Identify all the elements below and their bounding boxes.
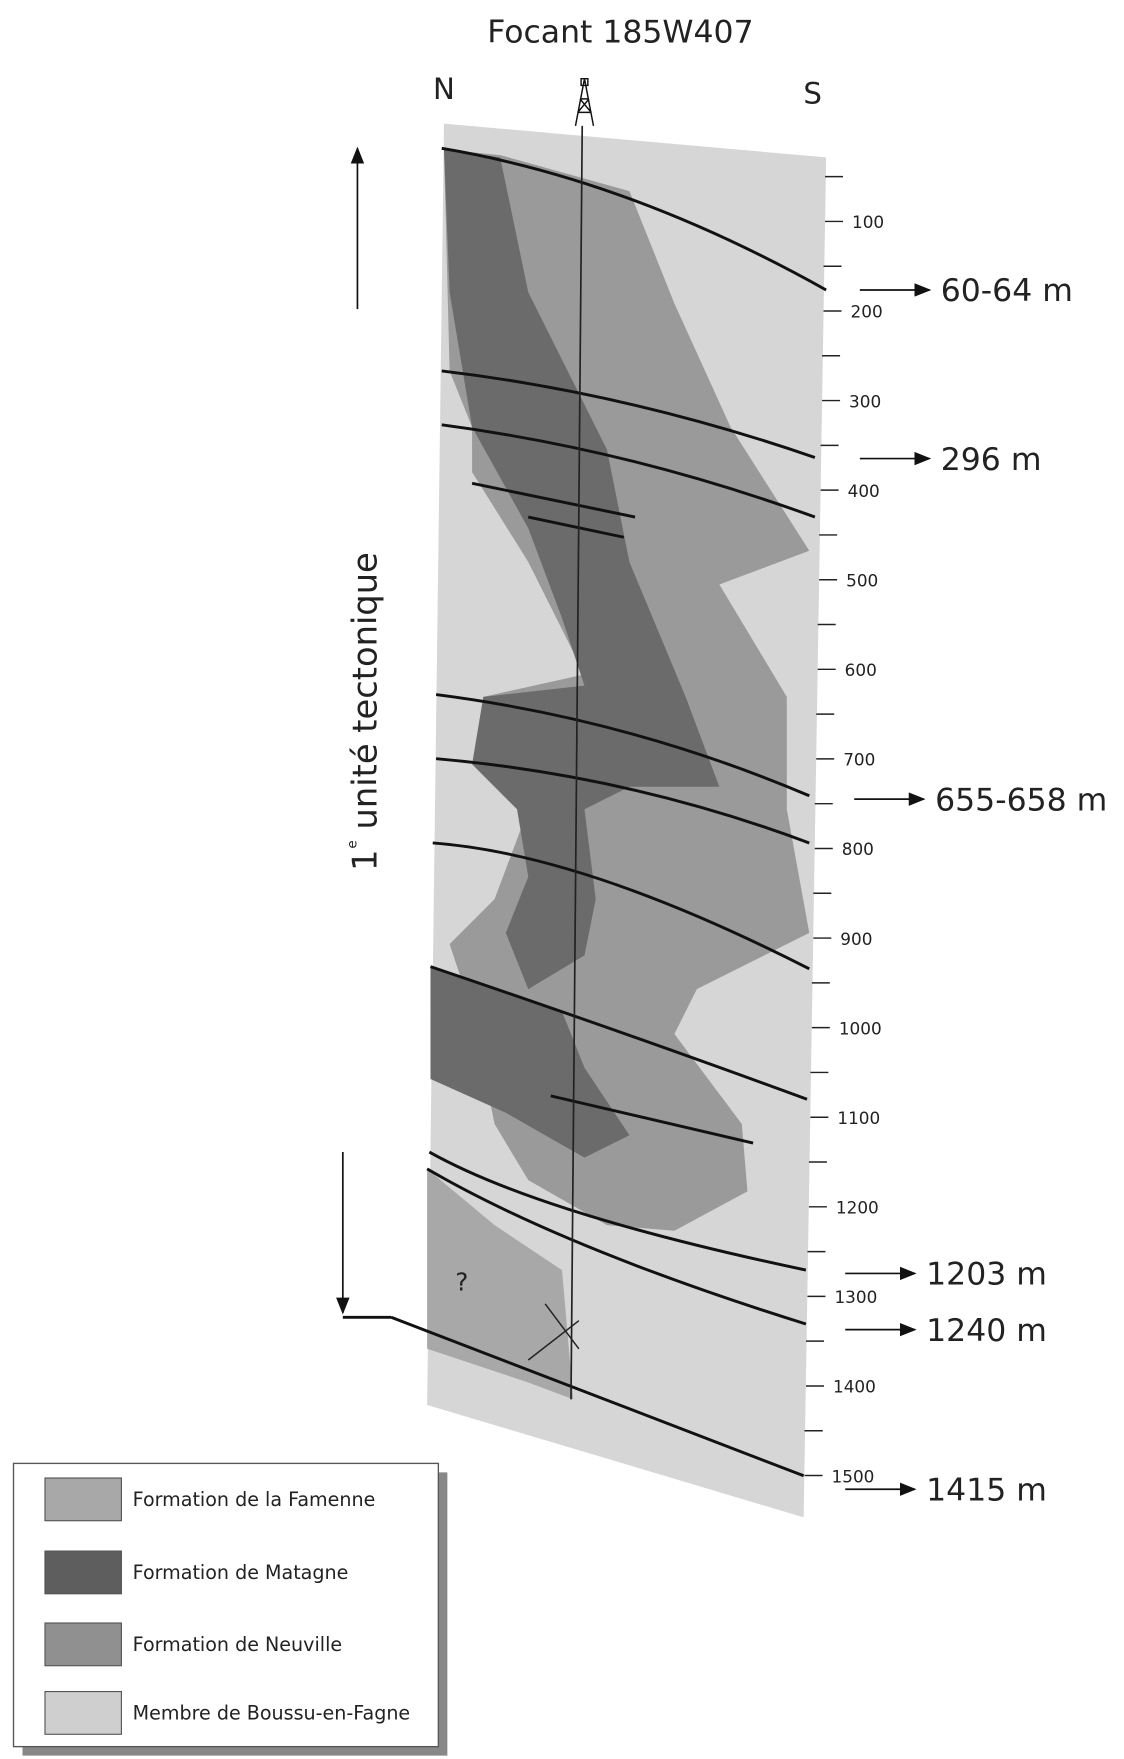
- fault: [342, 1315, 805, 1478]
- depth-label: 200: [851, 302, 883, 322]
- depth-label: 1000: [839, 1018, 882, 1038]
- fault: [430, 965, 808, 1101]
- legend-label: Formation de la Famenne: [133, 1488, 376, 1511]
- legend-label: Formation de Neuville: [133, 1633, 342, 1656]
- depth-label: 400: [848, 481, 880, 501]
- marker-label: 655-658 m: [935, 782, 1107, 818]
- fault: [441, 423, 816, 519]
- depth-label: 800: [842, 839, 874, 859]
- depth-label: 1300: [834, 1287, 877, 1307]
- depth-label: 1100: [837, 1108, 880, 1128]
- tectonic-unit: 1 e unité tectonique: [344, 552, 384, 871]
- depth-label: 500: [846, 570, 878, 590]
- fault: [441, 146, 827, 292]
- marker-label: 1415 m: [926, 1472, 1047, 1508]
- fault: [550, 1094, 754, 1145]
- fault: [435, 693, 810, 798]
- legend-swatch: [44, 1550, 122, 1595]
- fault: [471, 481, 636, 539]
- north-label: N: [433, 72, 455, 106]
- south-label: S: [803, 76, 822, 110]
- fault: [426, 1167, 807, 1326]
- fault: [527, 1303, 580, 1361]
- matagne-zone: [443, 149, 720, 990]
- depth-label: 700: [843, 750, 875, 770]
- unknown-mark: ?: [455, 1267, 468, 1296]
- derrick: [574, 77, 595, 127]
- depth-label: 1400: [833, 1377, 876, 1397]
- marker-label: 296 m: [941, 442, 1042, 478]
- fault: [432, 841, 810, 971]
- marker-label: 60-64 m: [941, 273, 1073, 309]
- famenne-zone: [427, 1168, 574, 1400]
- well: [570, 125, 584, 1400]
- depth-label: 100: [852, 212, 884, 232]
- depth-label: 1500: [832, 1466, 875, 1486]
- fault: [441, 369, 816, 459]
- unit-superscript: e: [344, 840, 360, 848]
- depth-label: 600: [845, 660, 877, 680]
- legend-label: Membre de Boussu-en-Fagne: [133, 1702, 411, 1725]
- fault: [435, 757, 810, 845]
- legend-swatch: [44, 1477, 122, 1522]
- legend-swatch: [44, 1691, 122, 1735]
- marker-label: 1203 m: [926, 1257, 1047, 1293]
- unit-number: 1: [346, 850, 385, 871]
- legend-swatch: [44, 1622, 122, 1667]
- fault: [428, 1150, 807, 1272]
- title: Focant 185W407: [487, 15, 753, 51]
- depth-scale: 100 200 300 400 500 600 700 800 900 1000 1100 1200 1…: [804, 175, 884, 1486]
- marker-label: 1240 m: [926, 1313, 1047, 1349]
- unit-label: unité tectonique: [346, 552, 385, 829]
- depth-label: 1200: [836, 1198, 879, 1218]
- markers: 60-64 m 296 m 655-658 m 1203 m 1240 m 1415 m: [845, 273, 1107, 1508]
- legend-items: Formation de la Famenne Formation de Mata…: [44, 1477, 411, 1735]
- matagne-zone: [430, 966, 630, 1158]
- legend-label: Formation de Matagne: [133, 1561, 349, 1584]
- depth-label: 900: [840, 929, 872, 949]
- depth-label: 300: [849, 391, 881, 411]
